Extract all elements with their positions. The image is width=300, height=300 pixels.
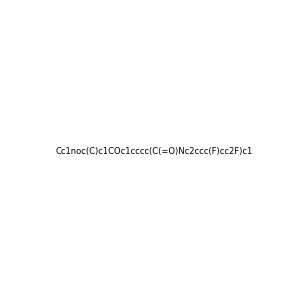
Text: Cc1noc(C)c1COc1cccc(C(=O)Nc2ccc(F)cc2F)c1: Cc1noc(C)c1COc1cccc(C(=O)Nc2ccc(F)cc2F)c… <box>55 147 252 156</box>
